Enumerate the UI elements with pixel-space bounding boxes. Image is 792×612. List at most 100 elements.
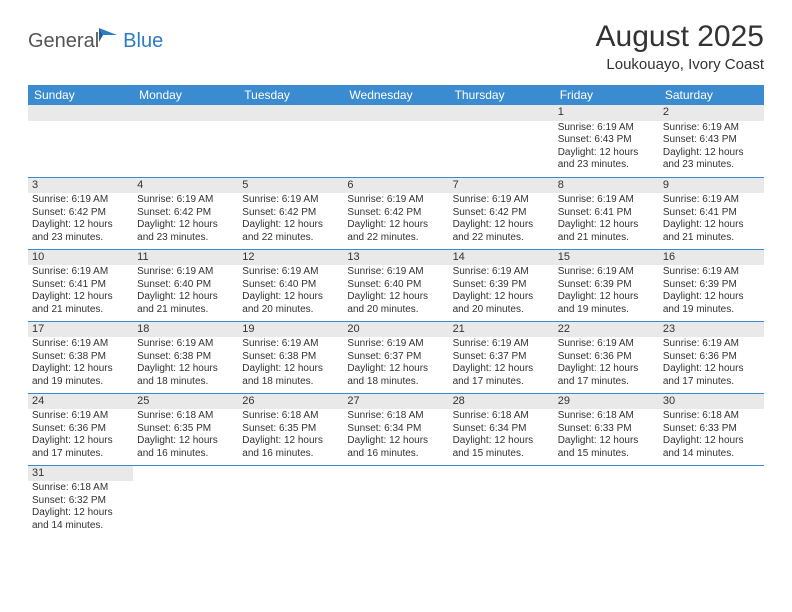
day-number: 21 — [449, 322, 554, 338]
day-number: 25 — [133, 394, 238, 410]
page-header: General Blue August 2025 Loukouayo, Ivor… — [28, 20, 764, 73]
logo: General Blue — [28, 28, 163, 55]
sunrise-text: Sunrise: 6:18 AM — [242, 410, 339, 423]
daylight-text: Daylight: 12 hours and 20 minutes. — [347, 291, 444, 316]
daylight-text: Daylight: 12 hours and 14 minutes. — [32, 507, 129, 532]
daylight-text: Daylight: 12 hours and 19 minutes. — [663, 291, 760, 316]
calendar-cell: 23Sunrise: 6:19 AMSunset: 6:36 PMDayligh… — [659, 321, 764, 393]
sunset-text: Sunset: 6:43 PM — [558, 134, 655, 147]
day-header: Wednesday — [343, 85, 448, 105]
sunset-text: Sunset: 6:38 PM — [137, 351, 234, 364]
sunrise-text: Sunrise: 6:19 AM — [347, 338, 444, 351]
calendar-cell — [238, 105, 343, 177]
sunset-text: Sunset: 6:41 PM — [558, 207, 655, 220]
calendar-week: 24Sunrise: 6:19 AMSunset: 6:36 PMDayligh… — [28, 393, 764, 465]
daylight-text: Daylight: 12 hours and 14 minutes. — [663, 435, 760, 460]
sunrise-text: Sunrise: 6:19 AM — [32, 410, 129, 423]
sunrise-text: Sunrise: 6:19 AM — [242, 194, 339, 207]
calendar-cell: 22Sunrise: 6:19 AMSunset: 6:36 PMDayligh… — [554, 321, 659, 393]
day-number: 13 — [343, 250, 448, 266]
sunset-text: Sunset: 6:38 PM — [32, 351, 129, 364]
calendar-cell — [133, 105, 238, 177]
sunset-text: Sunset: 6:37 PM — [347, 351, 444, 364]
calendar-cell — [28, 105, 133, 177]
sunset-text: Sunset: 6:39 PM — [453, 279, 550, 292]
calendar-cell: 10Sunrise: 6:19 AMSunset: 6:41 PMDayligh… — [28, 249, 133, 321]
calendar-cell — [238, 465, 343, 537]
sunset-text: Sunset: 6:39 PM — [663, 279, 760, 292]
sunset-text: Sunset: 6:33 PM — [663, 423, 760, 436]
sunset-text: Sunset: 6:42 PM — [242, 207, 339, 220]
sunset-text: Sunset: 6:36 PM — [663, 351, 760, 364]
sunrise-text: Sunrise: 6:19 AM — [453, 338, 550, 351]
day-number: 8 — [554, 178, 659, 194]
calendar-cell — [449, 105, 554, 177]
day-number: 16 — [659, 250, 764, 266]
calendar-week: 3Sunrise: 6:19 AMSunset: 6:42 PMDaylight… — [28, 177, 764, 249]
sunset-text: Sunset: 6:36 PM — [558, 351, 655, 364]
sunrise-text: Sunrise: 6:19 AM — [663, 338, 760, 351]
sunset-text: Sunset: 6:32 PM — [32, 495, 129, 508]
calendar-cell: 26Sunrise: 6:18 AMSunset: 6:35 PMDayligh… — [238, 393, 343, 465]
calendar-cell: 1Sunrise: 6:19 AMSunset: 6:43 PMDaylight… — [554, 105, 659, 177]
sunrise-text: Sunrise: 6:19 AM — [558, 266, 655, 279]
day-number: 12 — [238, 250, 343, 266]
calendar-cell — [449, 465, 554, 537]
day-header: Monday — [133, 85, 238, 105]
day-number: 31 — [28, 466, 133, 482]
day-header: Saturday — [659, 85, 764, 105]
day-number: 1 — [554, 105, 659, 121]
calendar-cell: 25Sunrise: 6:18 AMSunset: 6:35 PMDayligh… — [133, 393, 238, 465]
sunset-text: Sunset: 6:35 PM — [242, 423, 339, 436]
sunset-text: Sunset: 6:42 PM — [137, 207, 234, 220]
daylight-text: Daylight: 12 hours and 16 minutes. — [242, 435, 339, 460]
daylight-text: Daylight: 12 hours and 23 minutes. — [137, 219, 234, 244]
day-number: 11 — [133, 250, 238, 266]
sunrise-text: Sunrise: 6:19 AM — [32, 194, 129, 207]
daylight-text: Daylight: 12 hours and 19 minutes. — [558, 291, 655, 316]
calendar-week: 1Sunrise: 6:19 AMSunset: 6:43 PMDaylight… — [28, 105, 764, 177]
calendar-cell: 13Sunrise: 6:19 AMSunset: 6:40 PMDayligh… — [343, 249, 448, 321]
calendar-cell — [343, 105, 448, 177]
daylight-text: Daylight: 12 hours and 21 minutes. — [32, 291, 129, 316]
calendar-cell: 6Sunrise: 6:19 AMSunset: 6:42 PMDaylight… — [343, 177, 448, 249]
day-header: Friday — [554, 85, 659, 105]
daylight-text: Daylight: 12 hours and 22 minutes. — [242, 219, 339, 244]
calendar-cell: 7Sunrise: 6:19 AMSunset: 6:42 PMDaylight… — [449, 177, 554, 249]
sunrise-text: Sunrise: 6:19 AM — [242, 266, 339, 279]
day-number: 28 — [449, 394, 554, 410]
sunset-text: Sunset: 6:34 PM — [453, 423, 550, 436]
sunrise-text: Sunrise: 6:18 AM — [453, 410, 550, 423]
sunset-text: Sunset: 6:40 PM — [242, 279, 339, 292]
sunset-text: Sunset: 6:41 PM — [663, 207, 760, 220]
sunrise-text: Sunrise: 6:18 AM — [347, 410, 444, 423]
calendar-body: 1 Sunrise: 6:19 AM Sunset: 6:43 PM Daylight… — [28, 105, 764, 537]
calendar-cell: 16Sunrise: 6:19 AMSunset: 6:39 PMDayligh… — [659, 249, 764, 321]
day-number: 24 — [28, 394, 133, 410]
daylight-text: Daylight: 12 hours and 16 minutes. — [347, 435, 444, 460]
sunrise-text: Sunrise: 6:19 AM — [242, 338, 339, 351]
sunrise-text: Sunrise: 6:19 AM — [558, 194, 655, 207]
sunset-text: Sunset: 6:39 PM — [558, 279, 655, 292]
flag-icon — [99, 28, 121, 51]
logo-text-blue: Blue — [123, 30, 163, 53]
sunset-text: Sunset: 6:43 PM — [663, 134, 760, 147]
calendar-cell: 4Sunrise: 6:19 AMSunset: 6:42 PMDaylight… — [133, 177, 238, 249]
daylight-text: Daylight: 12 hours and 17 minutes. — [558, 363, 655, 388]
daylight-text: Daylight: 12 hours and 18 minutes. — [137, 363, 234, 388]
calendar-cell: 19Sunrise: 6:19 AMSunset: 6:38 PMDayligh… — [238, 321, 343, 393]
sunset-text: Sunset: 6:35 PM — [137, 423, 234, 436]
day-header: Sunday — [28, 85, 133, 105]
sunrise-text: Sunrise: 6:19 AM — [32, 338, 129, 351]
calendar-week: 31Sunrise: 6:18 AMSunset: 6:32 PMDayligh… — [28, 465, 764, 537]
day-number: 23 — [659, 322, 764, 338]
calendar-cell: 11Sunrise: 6:19 AMSunset: 6:40 PMDayligh… — [133, 249, 238, 321]
calendar-cell: 9Sunrise: 6:19 AMSunset: 6:41 PMDaylight… — [659, 177, 764, 249]
calendar-week: 10Sunrise: 6:19 AMSunset: 6:41 PMDayligh… — [28, 249, 764, 321]
day-number: 9 — [659, 178, 764, 194]
month-title: August 2025 — [596, 20, 764, 54]
day-number: 14 — [449, 250, 554, 266]
day-number: 27 — [343, 394, 448, 410]
day-number: 3 — [28, 178, 133, 194]
calendar-cell: 15Sunrise: 6:19 AMSunset: 6:39 PMDayligh… — [554, 249, 659, 321]
